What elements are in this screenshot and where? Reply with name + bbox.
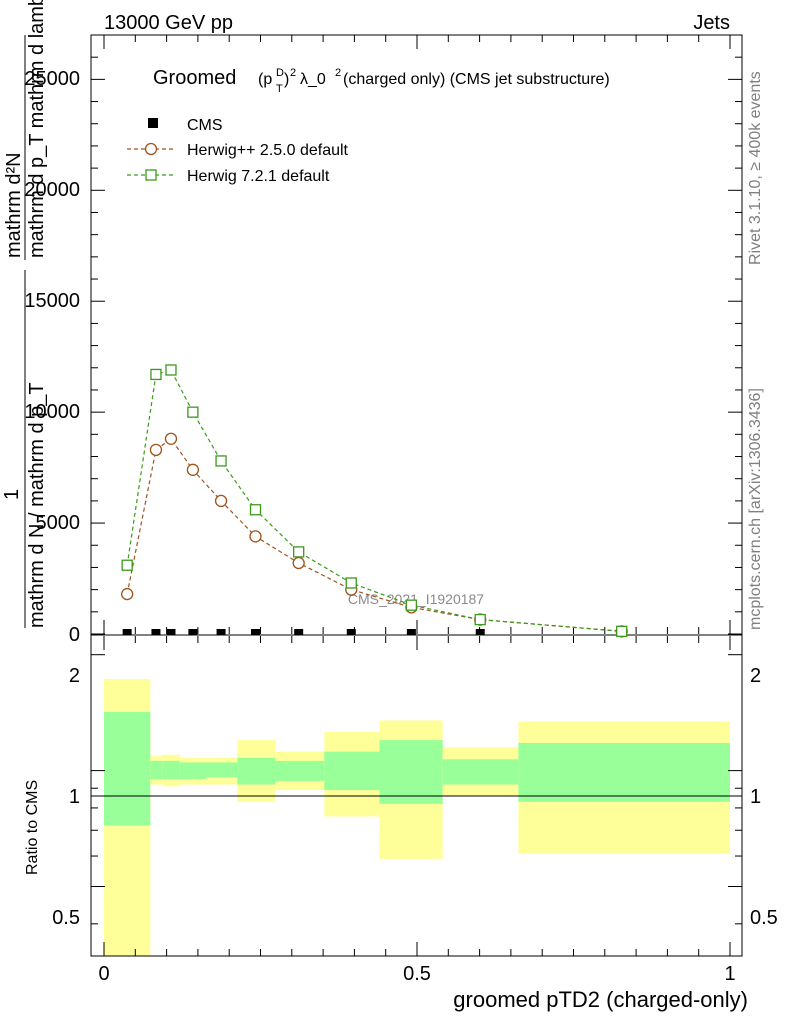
title-sup-d: D bbox=[276, 67, 284, 79]
chart-title: Groomed (p D T ) 2 λ_0 2 (charged only) … bbox=[153, 67, 610, 95]
cms-point-7 bbox=[346, 629, 356, 635]
cms-point-4 bbox=[216, 629, 226, 635]
title-rest: (charged only) (CMS jet substructure) bbox=[343, 71, 610, 88]
legend-label-herwig7: Herwig 7.2.1 default bbox=[187, 168, 330, 185]
y-tick-label-15000: 15000 bbox=[24, 290, 80, 312]
ratio-band-green-2 bbox=[162, 760, 180, 780]
cms-point-9 bbox=[475, 629, 485, 635]
title-paren: ) bbox=[284, 71, 289, 88]
legend-label-herwigpp: Herwig++ 2.5.0 default bbox=[187, 142, 349, 159]
header-left: 13000 GeV pp bbox=[104, 12, 233, 34]
ratio-axis-ticks bbox=[91, 636, 742, 956]
analysis-label: CMS_2021_I1920187 bbox=[348, 591, 484, 607]
herwig7-point-8 bbox=[405, 599, 418, 611]
herwig7-point-4 bbox=[215, 455, 227, 467]
rivet-label: Rivet 3.1.10, ≥ 400k events bbox=[747, 71, 764, 265]
title-lambda: λ_0 bbox=[300, 71, 326, 88]
herwig7-point-9 bbox=[474, 613, 486, 626]
herwigpp-point-6 bbox=[292, 556, 305, 570]
y-tick-label-5000: 5000 bbox=[36, 512, 81, 534]
herwig7-point-7 bbox=[345, 577, 357, 589]
herwigpp-point-3 bbox=[186, 463, 200, 476]
ratio-tick-label-2: 2 bbox=[69, 665, 80, 687]
x-tick-label-0.5: 0.5 bbox=[403, 963, 431, 985]
legend-marker-cms bbox=[148, 118, 158, 128]
title-sup-2: 2 bbox=[290, 67, 296, 79]
ratio-tick-label-0.5: 0.5 bbox=[52, 907, 80, 929]
y-axis-label-line2: mathrm d p_T mathrm d lambda bbox=[26, 0, 48, 258]
ratio-tick-label-1: 1 bbox=[69, 786, 80, 808]
ratio-band-green-3 bbox=[179, 762, 207, 780]
ratio-tick-label-right-0.5: 0.5 bbox=[750, 907, 778, 929]
ratio-band-green-7 bbox=[324, 751, 380, 791]
y-axis-label-line1: mathrm d²N bbox=[3, 152, 25, 258]
ratio-band-green-8 bbox=[379, 740, 443, 804]
x-tick-label-1: 1 bbox=[724, 963, 735, 985]
y-tick-label-0: 0 bbox=[69, 624, 80, 646]
ratio-tick-label-right-2: 2 bbox=[750, 665, 761, 687]
cms-point-8 bbox=[406, 629, 416, 635]
legend-marker-herwig7 bbox=[145, 169, 157, 181]
ratio-band-green-1 bbox=[150, 760, 163, 780]
herwig7-point-3 bbox=[187, 406, 199, 418]
title-p: (p bbox=[258, 71, 272, 88]
legend-marker-herwigpp bbox=[144, 142, 158, 156]
herwig7-point-10 bbox=[616, 625, 628, 637]
x-tick-label-0: 0 bbox=[98, 963, 109, 985]
y-tick-label-25000: 25000 bbox=[24, 68, 80, 90]
cms-point-0 bbox=[122, 629, 132, 635]
herwig7-point-0 bbox=[121, 559, 133, 571]
ratio-band-green-9 bbox=[442, 759, 519, 785]
main-axis-ticks bbox=[91, 34, 742, 635]
ratio-band-green-5 bbox=[237, 757, 276, 785]
ratio-band-green-4 bbox=[206, 762, 238, 778]
herwig7-point-1 bbox=[150, 368, 162, 381]
title-main: Groomed bbox=[153, 67, 236, 89]
herwig7-point-6 bbox=[293, 546, 305, 558]
title-sup-2b: 2 bbox=[335, 67, 341, 79]
y-axis-label-line3: 1 bbox=[1, 489, 23, 500]
ratio-band-green-0 bbox=[104, 711, 151, 826]
ratio-band-green-6 bbox=[275, 760, 325, 781]
header-right: Jets bbox=[693, 12, 730, 34]
herwig7-point-5 bbox=[249, 504, 262, 516]
y-axis-label: mathrm d²N mathrm d p_T mathrm d lambda … bbox=[1, 0, 48, 628]
cms-point-5 bbox=[250, 629, 260, 635]
y-tick-label-10000: 10000 bbox=[24, 401, 80, 423]
herwigpp-point-1 bbox=[149, 443, 163, 457]
y-axis-label-line4: mathrm d N / mathrm d p_T bbox=[26, 382, 48, 628]
ratio-axis-label: Ratio to CMS bbox=[24, 780, 41, 875]
herwigpp-point-0 bbox=[121, 587, 134, 601]
cms-point-1 bbox=[151, 629, 161, 635]
y-tick-label-20000: 20000 bbox=[24, 179, 80, 201]
herwigpp-point-4 bbox=[214, 494, 228, 508]
herwigpp-point-5 bbox=[249, 530, 262, 543]
ratio-bands bbox=[104, 678, 730, 956]
ratio-tick-label-right-1: 1 bbox=[750, 786, 761, 808]
cms-point-3 bbox=[188, 629, 198, 635]
cms-point-6 bbox=[294, 629, 304, 635]
title-sub-t: T bbox=[276, 83, 283, 95]
ratio-band-green-10 bbox=[518, 742, 730, 802]
legend: CMS Herwig++ 2.5.0 default Herwig 7.2.1 … bbox=[127, 117, 349, 185]
series-layer bbox=[121, 364, 628, 638]
mcplots-label: mcplots.cern.ch [arXiv:1306.3436] bbox=[747, 388, 764, 630]
legend-label-cms: CMS bbox=[187, 117, 223, 134]
cms-point-2 bbox=[166, 629, 176, 635]
herwigpp-point-2 bbox=[164, 432, 178, 445]
herwig7-point-2 bbox=[165, 364, 177, 376]
x-axis-label: groomed pTD2 (charged-only) bbox=[453, 987, 748, 1012]
